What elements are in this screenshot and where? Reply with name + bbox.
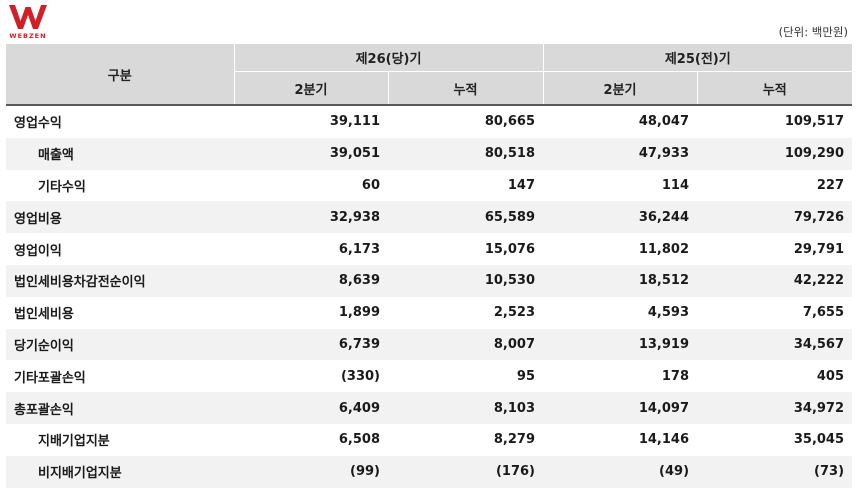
table-row: 영업수익 39,111 80,665 48,047 109,517 — [6, 104, 853, 138]
header-current-cumulative: 누적 — [387, 71, 544, 105]
table-row: 총포괄손익 6,409 8,103 14,097 34,972 — [6, 392, 853, 424]
header-period-current: 제26(당)기 — [233, 44, 544, 72]
unit-note: (단위: 백만원) — [778, 25, 848, 39]
value-cell: 6,739 — [234, 328, 388, 361]
table-row: 당기순이익 6,739 8,007 13,919 34,567 — [6, 328, 853, 361]
value-cell: 109,290 — [697, 137, 853, 170]
value-cell: 8,103 — [388, 392, 544, 424]
value-cell: 11,802 — [638, 241, 690, 257]
value-cell: 39,111 — [234, 104, 388, 138]
table-row: 영업비용 32,938 65,589 36,244 79,726 — [6, 201, 853, 234]
table-row: 지배기업지분 6,508 8,279 14,146 35,045 — [6, 424, 852, 456]
value-cell: 147 — [507, 177, 536, 193]
value-cell: 6,508 — [338, 432, 380, 448]
table-row: 영업이익 6,173 15,076 11,802 29,791 — [6, 233, 852, 265]
value-cell: 79,726 — [697, 201, 853, 234]
value-cell: 65,589 — [388, 201, 544, 234]
value-cell: 14,097 — [543, 392, 698, 424]
table-row: 비지배기업지분 (99) (176) (49) (73) — [6, 455, 853, 488]
value-cell: 6,173 — [338, 241, 380, 257]
row-label: 총포괄손익 — [6, 392, 234, 424]
value-cell: 15,076 — [484, 241, 536, 257]
value-cell: 42,222 — [697, 264, 853, 297]
value-cell: 48,047 — [543, 104, 698, 138]
value-cell: 36,244 — [543, 201, 698, 234]
value-cell: (330) — [340, 368, 380, 384]
value-cell: 10,530 — [388, 264, 544, 297]
row-label: 지배기업지분 — [38, 434, 110, 450]
header-prior-cumulative: 누적 — [696, 71, 853, 105]
value-cell: 18,512 — [543, 264, 698, 297]
webzen-logo: WEBZEN — [6, 3, 50, 41]
value-cell: 34,972 — [697, 392, 853, 424]
row-label: 영업이익 — [14, 243, 62, 259]
value-cell: 2,523 — [493, 305, 536, 321]
value-cell: 47,933 — [543, 137, 698, 170]
value-cell: (73) — [697, 455, 853, 488]
value-cell: 109,517 — [697, 104, 853, 138]
table-row: 법인세비용 1,899 2,523 4,593 7,655 — [6, 297, 852, 329]
value-cell: 8,279 — [493, 432, 536, 448]
value-cell: (176) — [388, 455, 544, 488]
header-current-q2: 2분기 — [233, 71, 388, 105]
value-cell: 7,655 — [802, 305, 845, 321]
row-label: 영업비용 — [6, 201, 234, 234]
value-cell: 4,593 — [647, 305, 690, 321]
value-cell: 60 — [361, 177, 380, 193]
value-cell: 29,791 — [793, 241, 845, 257]
row-label: 매출액 — [6, 137, 234, 170]
value-cell: 80,518 — [388, 137, 544, 170]
table-body: 영업수익 39,111 80,665 48,047 109,517 매출액 39,051 80… — [6, 104, 853, 488]
value-cell: 13,919 — [543, 328, 698, 361]
value-cell: 227 — [816, 177, 845, 193]
row-label: 기타포괄손익 — [14, 370, 86, 386]
value-cell: (99) — [234, 455, 388, 488]
value-cell: 80,665 — [388, 104, 544, 138]
value-cell: 35,045 — [793, 432, 845, 448]
row-label: 당기순이익 — [6, 328, 234, 361]
value-cell: 6,409 — [234, 392, 388, 424]
row-label: 기타수익 — [38, 179, 86, 195]
value-cell: 8,639 — [234, 264, 388, 297]
income-statement-table: 구분 제26(당)기 제25(전)기 2분기 누적 2분기 누적 영업수익 39,… — [6, 44, 853, 488]
table-row: 법인세비용차감전순이익 8,639 10,530 18,512 42,222 — [6, 264, 853, 297]
value-cell: (49) — [543, 455, 698, 488]
value-cell: 8,007 — [388, 328, 544, 361]
table-row: 기타포괄손익 (330) 95 178 405 — [6, 360, 852, 392]
value-cell: 39,051 — [234, 137, 388, 170]
row-label: 법인세비용 — [14, 307, 74, 323]
value-cell: 405 — [816, 368, 845, 384]
header-period-prior: 제25(전)기 — [542, 44, 853, 72]
logo-text: WEBZEN — [9, 32, 47, 40]
table-row: 기타수익 60 147 114 227 — [6, 170, 852, 202]
header-prior-q2: 2분기 — [542, 71, 698, 105]
value-cell: 32,938 — [234, 201, 388, 234]
value-cell: 14,146 — [638, 432, 690, 448]
value-cell: 114 — [661, 177, 690, 193]
value-cell: 34,567 — [697, 328, 853, 361]
header-gubun: 구분 — [6, 44, 234, 105]
table-row: 매출액 39,051 80,518 47,933 109,290 — [6, 137, 853, 170]
value-cell: 95 — [516, 368, 536, 384]
value-cell: 178 — [661, 368, 690, 384]
row-label: 비지배기업지분 — [6, 455, 234, 488]
row-label: 법인세비용차감전순이익 — [6, 264, 234, 297]
value-cell: 1,899 — [338, 305, 380, 321]
row-label: 영업수익 — [6, 104, 234, 138]
